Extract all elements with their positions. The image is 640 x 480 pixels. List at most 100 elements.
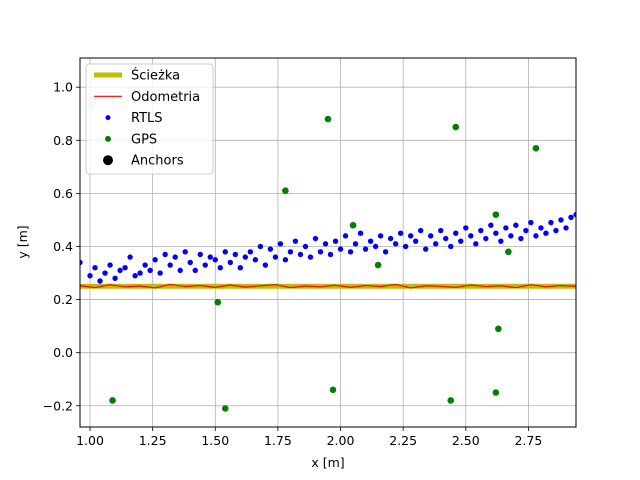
rtls-point xyxy=(247,249,254,255)
rtls-point xyxy=(337,246,344,252)
rtls-point xyxy=(397,230,404,236)
rtls-point xyxy=(533,233,539,239)
rtls-point xyxy=(327,251,334,258)
rtls-point xyxy=(302,243,309,250)
rtls-point xyxy=(387,235,394,242)
rtls-point xyxy=(162,251,168,258)
rtls-point xyxy=(402,243,409,250)
rtls-point xyxy=(137,270,143,276)
gps-point xyxy=(505,248,512,256)
rtls-point xyxy=(282,257,289,263)
x-axis: 1.00 1.25 1.50 1.75 2.00 2.25 2.50 2.75 xyxy=(76,427,542,448)
rtls-point xyxy=(347,249,354,255)
rtls-point xyxy=(237,265,244,271)
rtls-point xyxy=(232,251,239,258)
rtls-point xyxy=(217,265,223,271)
gps-point xyxy=(324,115,332,123)
rtls-point xyxy=(367,238,374,244)
rtls-point xyxy=(122,265,128,271)
rtls-point xyxy=(563,225,569,231)
series-clip-group xyxy=(80,115,576,412)
cie-ka-legend-label: Ścieżka xyxy=(131,68,180,84)
rtls-point xyxy=(513,222,519,228)
rtls-point xyxy=(407,233,414,239)
rtls-point xyxy=(382,249,389,255)
rtls-point xyxy=(498,238,504,244)
y-tick-label: 0.0 xyxy=(53,345,73,360)
x-tick-label: 1.50 xyxy=(201,433,229,448)
rtls-point xyxy=(297,251,304,258)
rtls-point xyxy=(493,230,499,236)
odometria-line xyxy=(80,283,576,289)
y-tick-label: −0.2 xyxy=(43,398,73,413)
y-tick-label: 0.8 xyxy=(53,133,73,148)
rtls-point xyxy=(157,270,163,276)
x-tick-label: 2.00 xyxy=(327,433,355,448)
x-tick-label: 1.75 xyxy=(264,433,292,448)
rtls-point xyxy=(488,222,494,228)
gps-point xyxy=(282,187,289,195)
legend: Ścieżka Odometria RTLS GPS Anchors xyxy=(85,63,214,175)
rtls-point xyxy=(117,267,123,274)
gps-point xyxy=(452,123,460,131)
rtls-point xyxy=(568,214,574,220)
rtls-point xyxy=(177,267,183,274)
rtls-point xyxy=(428,233,434,239)
rtls-point xyxy=(272,254,279,260)
odometria-legend-label: Odometria xyxy=(131,90,200,105)
rtls-point xyxy=(222,249,228,255)
rtls-point xyxy=(377,233,384,239)
rtls-point xyxy=(147,267,153,274)
y-tick-label: 1.0 xyxy=(53,80,73,95)
rtls-point xyxy=(252,257,259,263)
rtls-point xyxy=(187,259,193,266)
rtls-point xyxy=(433,241,439,247)
rtls-point xyxy=(317,249,324,255)
x-axis-label: x [m] xyxy=(311,455,344,470)
rtls-point xyxy=(97,278,103,284)
gps-point xyxy=(374,261,382,269)
rtls-point xyxy=(438,227,444,234)
rtls-point xyxy=(87,272,93,279)
gps-point xyxy=(329,386,337,394)
rtls-point xyxy=(127,254,133,260)
x-tick-label: 1.00 xyxy=(76,433,104,448)
rtls-point xyxy=(483,235,489,242)
rtls-point xyxy=(80,259,83,266)
gps-point xyxy=(447,397,455,404)
rtls-point xyxy=(267,246,274,252)
rtls-point xyxy=(257,243,264,250)
rtls-point xyxy=(342,233,349,239)
rtls-point xyxy=(538,225,544,231)
rtls-point xyxy=(102,270,108,276)
rtls-point xyxy=(508,233,514,239)
rtls-point xyxy=(172,254,178,260)
rtls-point xyxy=(448,243,454,250)
rtls-point xyxy=(332,238,339,244)
rtls-point xyxy=(197,251,203,258)
anchors-legend-handle xyxy=(103,155,113,166)
rtls-point xyxy=(277,241,284,247)
y-tick-label: 0.6 xyxy=(53,186,73,201)
rtls-point xyxy=(422,246,429,252)
rtls-point xyxy=(553,227,559,234)
rtls-point xyxy=(412,238,419,244)
rtls-point xyxy=(202,262,208,268)
gps-point xyxy=(109,397,116,404)
series-layer xyxy=(80,115,576,412)
rtls-point xyxy=(523,227,529,234)
gps-point xyxy=(349,221,357,229)
rtls-point xyxy=(468,233,474,239)
rtls-point xyxy=(372,243,379,250)
rtls-point xyxy=(453,230,459,236)
y-tick-label: 0.4 xyxy=(53,239,73,254)
rtls-point xyxy=(548,219,554,226)
rtls-point xyxy=(262,262,269,268)
rtls-point xyxy=(573,211,576,218)
rtls-point xyxy=(307,254,314,260)
rtls-point xyxy=(107,262,113,268)
rtls-point xyxy=(292,238,299,244)
rtls-point xyxy=(312,235,319,242)
rtls-legend-label: RTLS xyxy=(131,111,163,126)
rtls-point xyxy=(142,262,148,268)
